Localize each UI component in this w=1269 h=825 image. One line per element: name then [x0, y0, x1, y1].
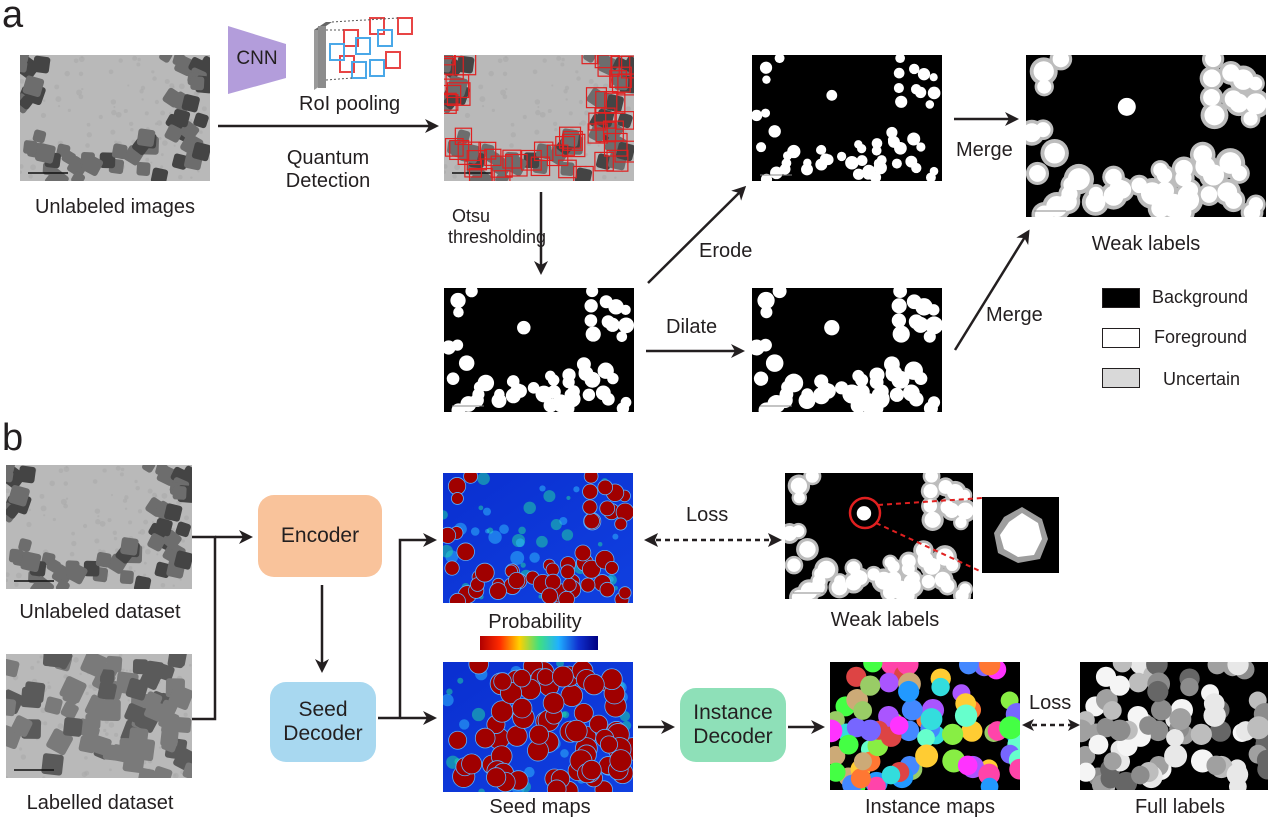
quantum-detection-line2: Detection [285, 170, 371, 192]
weak-labels-image-a [1026, 55, 1266, 217]
otsu-line1: Otsu [452, 206, 491, 226]
unlabeled-tem-image [20, 55, 210, 181]
instance-maps-label: Instance maps [864, 796, 996, 818]
labelled-dataset-image [6, 654, 192, 778]
otsu-label: Otsu thresholding [448, 206, 546, 247]
merge-top-label: Merge [956, 139, 1013, 161]
roi-pooling-label: RoI pooling [299, 93, 401, 115]
legend-background-label: Background [1152, 287, 1249, 307]
arrow-merge-bottom [953, 229, 1030, 351]
unlabeled-images-label: Unlabeled images [34, 196, 196, 218]
seed-decoder-line2: Decoder [283, 722, 363, 745]
seed-decoder-box: Seed Decoder [270, 682, 376, 762]
quantum-detection-label: Quantum Detection [258, 147, 398, 193]
instance-decoder-box: Instance Decoder [680, 688, 786, 762]
seed-decoder-line1: Seed [298, 697, 348, 721]
weak-labels-a-label: Weak labels [1091, 233, 1201, 255]
loss-top-label: Loss [686, 504, 729, 526]
otsu-line2: thresholding [448, 226, 547, 247]
otsu-binary-image [444, 288, 634, 412]
legend-uncertain-swatch [1102, 368, 1140, 388]
encoder-label: Encoder [280, 523, 360, 547]
probability-colorbar [480, 636, 598, 650]
weak-labels-b-label: Weak labels [830, 609, 940, 631]
legend-foreground-swatch [1102, 328, 1140, 348]
legend-foreground-label: Foreground [1154, 327, 1248, 347]
legend-background-swatch [1102, 288, 1140, 308]
instance-map-image [830, 662, 1020, 790]
arrow-erode [647, 185, 747, 284]
panel-b-letter: b [2, 417, 24, 459]
eroded-image [752, 55, 942, 181]
encoder-box: Encoder [258, 495, 382, 577]
full-labels-label: Full labels [1134, 796, 1226, 818]
probability-label: Probability [488, 611, 582, 633]
unlabeled-dataset-label: Unlabeled dataset [19, 601, 181, 623]
cnn-label: CNN [236, 48, 278, 69]
quantum-detection-line1: Quantum [286, 147, 370, 169]
dilate-label: Dilate [666, 316, 718, 338]
merge-bottom-label: Merge [986, 304, 1043, 326]
instance-decoder-line1: Instance [693, 700, 773, 724]
loss-bottom-label: Loss [1029, 692, 1072, 714]
legend-uncertain-label: Uncertain [1163, 369, 1241, 389]
seed-maps-label: Seed maps [489, 796, 591, 818]
arrow-to-probability [378, 533, 437, 720]
seed-map-image [443, 662, 633, 792]
full-labels-image [1080, 662, 1268, 790]
labelled-dataset-label: Labelled dataset [26, 792, 174, 814]
detection-image [444, 55, 634, 181]
instance-decoder-line2: Decoder [693, 725, 773, 748]
panel-a-letter: a [2, 0, 24, 36]
weak-labels-zoom-inset [982, 497, 1059, 573]
dataset-bracket [192, 535, 217, 721]
unlabeled-dataset-image [6, 465, 192, 589]
probability-map-image [443, 473, 633, 603]
erode-label: Erode [699, 240, 753, 262]
dilated-image [752, 288, 942, 412]
weak-labels-image-b [785, 473, 973, 599]
